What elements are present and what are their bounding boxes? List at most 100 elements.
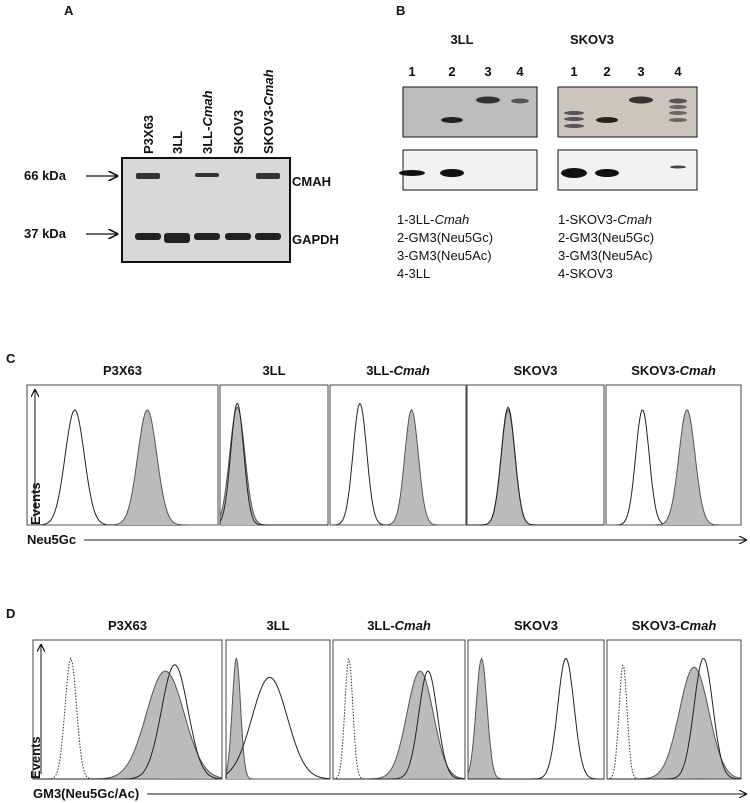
legend-line-part: 2-GM3(Neu5Gc) xyxy=(397,230,493,245)
legend-line: 4-SKOV3 xyxy=(558,266,613,281)
lane-label-part: 3LL- xyxy=(200,127,215,154)
band xyxy=(596,117,618,123)
histogram xyxy=(225,656,330,780)
legend-line-part: Cmah xyxy=(435,212,470,227)
sample-title-part: SKOV3 xyxy=(513,363,557,378)
sample-title-part: Cmah xyxy=(680,363,716,378)
lane-label-part: SKOV3 xyxy=(231,110,246,154)
sample-title-part: Cmah xyxy=(395,618,431,633)
histogram xyxy=(330,408,466,526)
lane-label: P3X63 xyxy=(141,115,156,154)
band xyxy=(629,96,653,104)
blot-title: SKOV3 xyxy=(570,32,614,47)
gapdh-band xyxy=(135,233,161,240)
legend-line-part: 1-SKOV3- xyxy=(558,212,617,227)
sample-title: SKOV3-Cmah xyxy=(631,363,716,378)
legend-line-part: 2-GM3(Neu5Gc) xyxy=(558,230,654,245)
legend-line-part: Cmah xyxy=(617,212,652,227)
lane-number: 4 xyxy=(516,64,524,79)
legend-line: 3-GM3(Neu5Ac) xyxy=(558,248,653,263)
sample-title-part: 3LL xyxy=(262,363,285,378)
band xyxy=(595,169,619,177)
tlc-top xyxy=(402,86,538,138)
histogram xyxy=(33,664,223,780)
lane-label-part: P3X63 xyxy=(141,115,156,154)
sample-title: 3LL xyxy=(262,363,285,378)
tlc-bottom xyxy=(402,149,538,191)
marker-label: 37 kDa xyxy=(24,226,67,241)
sample-title: 3LL xyxy=(266,618,289,633)
lane-label-part: Cmah xyxy=(261,69,276,105)
lane-number: 4 xyxy=(674,64,682,79)
sample-title: P3X63 xyxy=(108,618,147,633)
sample-title-part: Cmah xyxy=(394,363,430,378)
sample-title-part: 3LL- xyxy=(366,363,393,378)
legend-line: 1-SKOV3-Cmah xyxy=(558,212,652,227)
legend-line: 3-GM3(Neu5Ac) xyxy=(397,248,492,263)
y-axis-label: Events xyxy=(28,482,43,525)
plot-frame xyxy=(466,384,605,526)
plot-frame xyxy=(329,384,467,526)
lane-number: 3 xyxy=(637,64,644,79)
histogram xyxy=(225,676,331,780)
sample-title: P3X63 xyxy=(103,363,142,378)
gapdh-band xyxy=(164,233,190,243)
histogram xyxy=(219,402,328,526)
lane-number: 1 xyxy=(408,64,415,79)
sample-title-part: P3X63 xyxy=(103,363,142,378)
legend-line-part: 3-GM3(Neu5Ac) xyxy=(558,248,653,263)
plot-frame xyxy=(26,384,219,526)
cmah-band xyxy=(256,173,280,179)
histogram xyxy=(467,406,604,526)
band xyxy=(564,111,584,115)
panel-label: C xyxy=(6,351,16,366)
band-label: CMAH xyxy=(292,174,331,189)
band xyxy=(511,98,529,104)
lane-number: 2 xyxy=(603,64,610,79)
lane-number: 1 xyxy=(570,64,577,79)
marker-label: 66 kDa xyxy=(24,168,67,183)
x-axis-label: GM3(Neu5Gc/Ac) xyxy=(33,786,139,801)
legend-line-part: 3-GM3(Neu5Ac) xyxy=(397,248,492,263)
band xyxy=(440,169,464,177)
gapdh-band xyxy=(225,233,251,240)
lane-label: 3LL xyxy=(170,131,185,154)
y-axis-label: Events xyxy=(28,736,43,779)
histogram xyxy=(607,657,742,780)
band xyxy=(476,96,500,104)
band xyxy=(399,170,425,176)
legend-line: 1-3LL-Cmah xyxy=(397,212,469,227)
sample-title-part: 3LL xyxy=(266,618,289,633)
sample-title: 3LL-Cmah xyxy=(366,363,430,378)
band xyxy=(669,118,687,122)
panel-label: D xyxy=(6,606,15,621)
histogram xyxy=(468,657,604,780)
histogram xyxy=(332,658,465,780)
band xyxy=(669,105,687,109)
blot-title: 3LL xyxy=(450,32,473,47)
gapdh-band xyxy=(194,233,220,240)
legend-line: 4-3LL xyxy=(397,266,430,281)
histogram xyxy=(606,409,741,526)
lane-label: 3LL-Cmah xyxy=(200,90,215,154)
sample-title-part: SKOV3 xyxy=(514,618,558,633)
lane-label: SKOV3-Cmah xyxy=(261,69,276,154)
band-label: GAPDH xyxy=(292,232,339,247)
sample-title: 3LL-Cmah xyxy=(367,618,431,633)
sample-title-part: SKOV3- xyxy=(632,618,680,633)
histogram xyxy=(27,409,218,526)
legend-line-part: 4-SKOV3 xyxy=(558,266,613,281)
histogram xyxy=(333,670,466,780)
lane-label: SKOV3 xyxy=(231,110,246,154)
sample-title-part: 3LL- xyxy=(367,618,394,633)
panel-label: A xyxy=(64,3,74,18)
band xyxy=(564,117,584,121)
band xyxy=(441,117,463,123)
sample-title-part: SKOV3- xyxy=(631,363,679,378)
band xyxy=(564,124,584,128)
sample-title-part: P3X63 xyxy=(108,618,147,633)
sample-title-part: Cmah xyxy=(680,618,716,633)
sample-title: SKOV3-Cmah xyxy=(632,618,717,633)
x-axis-label: Neu5Gc xyxy=(27,532,76,547)
lane-label-part: Cmah xyxy=(200,90,215,126)
